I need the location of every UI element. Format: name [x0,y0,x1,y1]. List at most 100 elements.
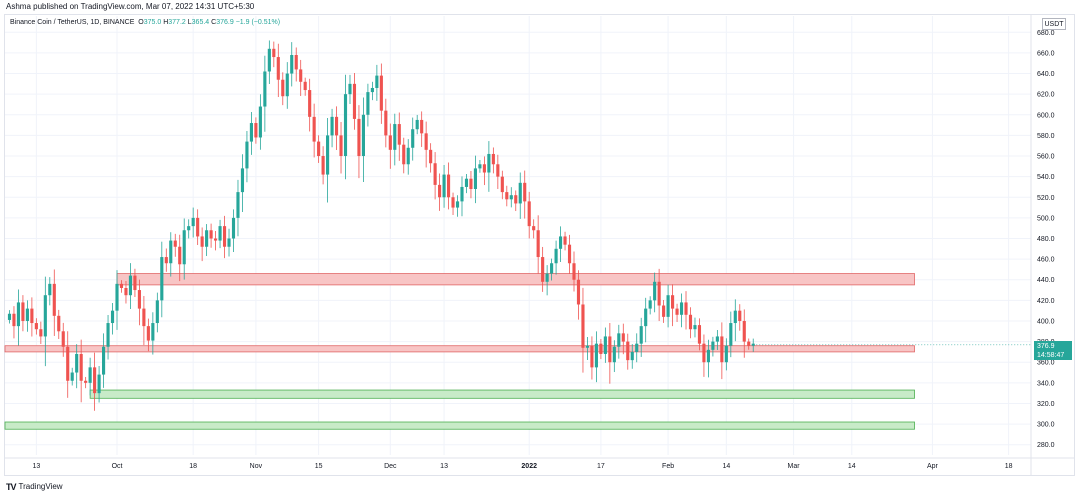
candle-body [375,75,379,88]
y-tick-label: 540.0 [1037,174,1055,181]
candle-body [496,164,500,177]
candle-body [715,336,719,342]
candle-body [101,346,106,375]
currency-label[interactable]: USDT [1042,18,1066,30]
candle-body [240,168,245,193]
y-tick-label: 400.0 [1037,318,1055,325]
candle-body [330,116,334,136]
candle-body [115,283,119,311]
candle-body [527,201,531,227]
candle-body [227,238,231,247]
y-tick-label: 500.0 [1037,215,1055,222]
y-tick-label: 420.0 [1037,298,1055,305]
candle-body [106,323,110,347]
candle-body [429,149,433,164]
candle-body [128,275,133,296]
candle-body [312,116,316,142]
x-tick-label: 15 [315,463,323,470]
candle-body [572,263,576,280]
y-tick-label: 680.0 [1037,30,1055,37]
candle-body [12,313,16,327]
candle-body [84,380,88,383]
x-tick-label: 13 [440,463,448,470]
candle-body [43,295,47,337]
candle-body [339,135,343,157]
candle-body [178,246,182,265]
candle-body [290,54,294,74]
candle-body [334,116,339,136]
candle-body [585,345,590,348]
candle-body [675,308,679,315]
candle-body [196,217,200,237]
candle-body [119,283,124,288]
candle-body [603,336,607,354]
legend-high: 377.2 [168,19,186,26]
candle-body [142,308,146,327]
candle-body [487,153,491,173]
candle-body [420,119,424,134]
candle-body [738,310,742,321]
y-tick-label: 660.0 [1037,50,1055,57]
y-tick-label: 640.0 [1037,71,1055,78]
candle-body [93,367,97,394]
candle-body [563,236,567,245]
candle-body [500,176,504,193]
x-tick-label: Nov [250,463,263,470]
candle-body [720,336,724,363]
candle-body [464,178,469,187]
candle-body [393,124,397,150]
candle-body [231,217,236,239]
candle-body [200,236,204,247]
candle-body [379,75,383,111]
candle-body [75,353,79,373]
candle-body [160,257,164,301]
x-tick-label: Oct [112,463,123,470]
candle-body [308,90,312,117]
y-tick-label: 480.0 [1037,236,1055,243]
candle-body [626,341,630,361]
candle-body [326,135,330,175]
bar-countdown: 14:58:47 [1037,352,1065,359]
legend-open: 375.0 [143,19,162,26]
legend-low-label: L [187,19,192,26]
candle-body [151,323,155,341]
candle-body [509,195,513,200]
candle-body [550,263,554,274]
support-zone [4,421,915,430]
candle-body [473,168,478,190]
y-tick-label: 520.0 [1037,195,1055,202]
candle-body [16,302,21,327]
y-tick-label: 560.0 [1037,154,1055,161]
candle-body [222,226,227,247]
candle-body [518,182,522,204]
candle-body [567,244,572,264]
candle-body [384,110,388,136]
footer-brand: TradingView [18,482,63,491]
candle-body [424,133,428,150]
chart-frame [4,14,1075,476]
chart-legend: Binance Coin / TetherUS, 1D, BINANCE O37… [10,19,280,26]
candle-body [191,217,195,227]
y-tick-label: 280.0 [1037,442,1055,449]
candle-body [343,94,348,157]
candle-body [34,323,38,330]
support-zone [89,389,915,399]
x-tick-label: 2022 [521,463,537,470]
candle-body [747,341,751,346]
candle-body [133,275,137,291]
candle-body [66,346,70,381]
candle-body [478,164,482,169]
publish-info: Ashma published on TradingView.com, Mar … [0,0,1079,14]
candle-body [653,281,657,301]
candle-body [733,310,737,324]
candle-body [648,300,652,309]
candle-body [594,343,598,368]
candle-body [352,83,357,119]
candle-body [30,308,34,324]
candle-body [541,257,545,282]
candle-body [294,54,298,70]
candle-body [558,236,563,249]
candle-body [554,248,558,264]
y-tick-label: 360.0 [1037,360,1055,367]
